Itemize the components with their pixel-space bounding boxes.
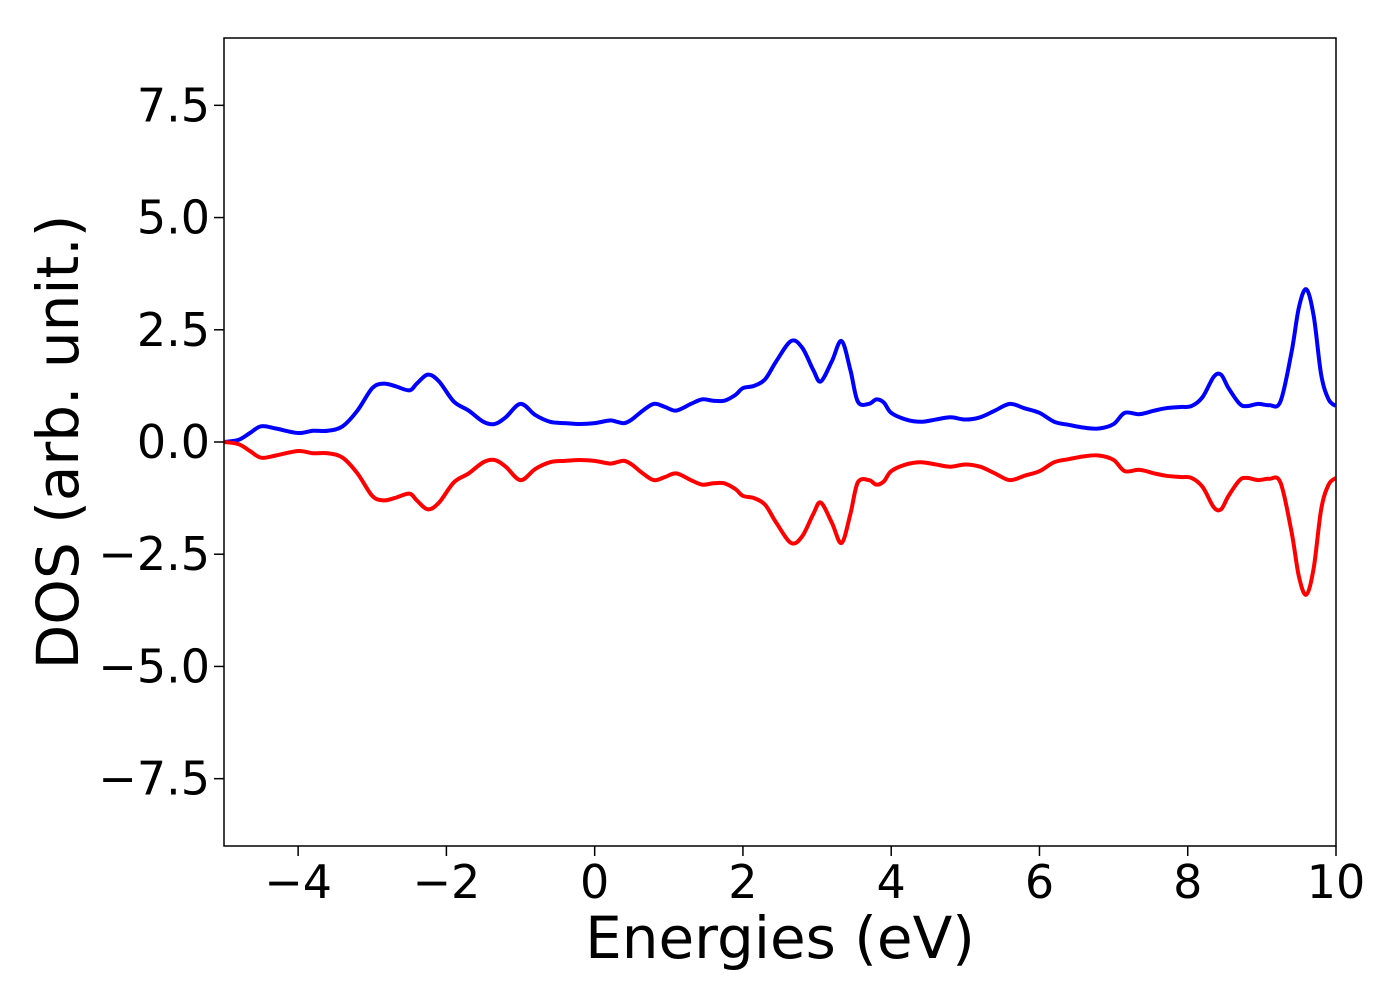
x-tick-label: 4 [877, 855, 906, 909]
plot-frame [223, 37, 1337, 847]
y-axis-title: DOS (arb. unit.) [24, 215, 92, 670]
x-tick-label: −4 [264, 855, 332, 909]
x-tick-label: 2 [728, 855, 757, 909]
x-tick-label: −2 [412, 855, 480, 909]
y-tick-label: 2.5 [137, 303, 210, 357]
x-tick-label: 6 [1025, 855, 1054, 909]
x-tick-label: 10 [1307, 855, 1366, 909]
y-tick-label: 7.5 [137, 78, 210, 132]
y-tick-label: −7.5 [98, 752, 210, 806]
y-tick-label: −5.0 [98, 639, 210, 693]
y-axis-ticks: 7.5 5.0 2.5 0.0 −2.5 −5.0 −7.5 [98, 78, 224, 806]
y-tick-label: 0.0 [137, 415, 210, 469]
x-tick-label: 0 [580, 855, 609, 909]
series-layer [224, 287, 1336, 597]
series-line-0 [224, 287, 1336, 444]
series-line-1 [224, 440, 1336, 597]
y-tick-label: −2.5 [98, 527, 210, 581]
x-axis-ticks: −4 −2 0 2 4 6 8 10 [264, 846, 1365, 909]
y-tick-label: 5.0 [137, 191, 210, 245]
x-axis-title: Energies (eV) [585, 904, 975, 972]
x-tick-label: 8 [1173, 855, 1202, 909]
